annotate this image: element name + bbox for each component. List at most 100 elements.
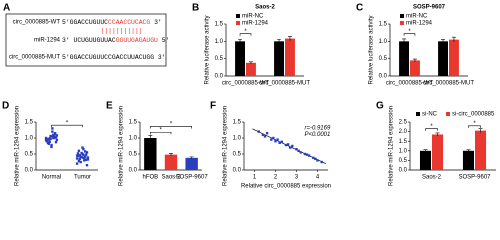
point <box>314 157 317 160</box>
point <box>48 140 51 144</box>
point <box>75 157 79 160</box>
y-tick-label: 0.0 <box>25 168 34 174</box>
significance-bracket <box>425 128 438 131</box>
y-axis-label: Relative miR-1294 expression <box>223 106 229 186</box>
x-tick-label: SOSP-9607 <box>176 175 209 181</box>
point <box>305 153 309 156</box>
error-bar <box>169 153 173 156</box>
point <box>79 160 82 164</box>
legend-swatch <box>446 112 450 116</box>
seq-end: 5' <box>162 37 170 44</box>
x-tick-label: SOSP-9607 <box>458 175 491 181</box>
chart-panel: E Relative miR-1294 expression 0.0 0.5 1.0 1.… <box>106 101 208 186</box>
y-axis-label: Relative luciferase activity <box>205 15 211 84</box>
annotation: P<0.0001 <box>304 132 330 138</box>
y-tick-label: 0.0 <box>215 74 224 80</box>
legend-label: si-NC <box>422 112 438 118</box>
y-tick-label: 0.5 <box>129 152 138 158</box>
legend-swatch <box>236 14 240 18</box>
legend-swatch <box>416 112 420 116</box>
error-bar <box>287 36 292 41</box>
error-bar <box>412 58 417 62</box>
point <box>55 138 59 142</box>
significance-label: * <box>159 127 162 133</box>
page: A circ_0000885-WT 5'GGACCUGUUCCCAACCUCAC… <box>2 2 496 190</box>
point <box>84 150 87 153</box>
chart-panel: C SOSP-9607 Relative luciferase activity 0.… <box>356 3 474 87</box>
annotation: r=-0.9169 <box>304 125 331 131</box>
point <box>51 130 54 133</box>
point <box>270 138 273 141</box>
point <box>307 154 311 157</box>
error-bar <box>189 156 194 159</box>
seq: 3' UCUGUUGUUAC <box>62 37 116 44</box>
significance-bracket <box>150 126 192 129</box>
bar <box>274 41 284 76</box>
legend-label: miR-1294 <box>242 21 269 27</box>
point <box>52 133 55 136</box>
y-tick-label: 1.5 <box>129 120 138 126</box>
point <box>289 146 292 149</box>
seed: CCAACCUCACG <box>108 19 150 26</box>
point <box>47 142 50 145</box>
legend-label: si-circ_0000885 <box>452 112 495 118</box>
figure: A circ_0000885-WT 5'GGACCUGUUCCCAACCUCAC… <box>2 3 496 190</box>
bar <box>285 38 295 76</box>
y-axis-label: Relative miR-1294 expression <box>15 106 21 186</box>
panel-letter: A <box>3 3 10 14</box>
panel-letter: C <box>356 3 363 14</box>
point <box>257 130 260 133</box>
point <box>76 152 80 155</box>
y-tick-label: 0.0 <box>233 168 242 174</box>
y-tick-label: 2.0 <box>399 129 408 135</box>
error-bar <box>435 132 440 137</box>
y-tick-label: 0.5 <box>233 152 242 158</box>
error-bar <box>423 149 428 152</box>
sequence-rows: circ_0000885-WT 5'GGACCUGUUCCCAACCUCACG … <box>9 19 169 61</box>
legend-swatch <box>400 14 404 18</box>
x-tick-label: circ_0000885-MUT <box>423 81 474 87</box>
point <box>75 162 79 165</box>
error-bar <box>277 38 282 44</box>
row-name: circ_0000885-WT <box>13 20 61 26</box>
sequence-box <box>5 13 167 67</box>
significance-label: * <box>408 29 411 35</box>
x-tick-label: 4 <box>316 175 320 181</box>
significance-bracket <box>239 33 252 36</box>
y-tick-label: 1.0 <box>379 39 388 45</box>
point <box>299 151 302 154</box>
y-tick-label: 1.5 <box>233 120 242 126</box>
row-name: miR-1294 <box>34 38 61 44</box>
point <box>286 143 290 146</box>
x-axis-label: Relative circ_0000885 expression <box>241 184 331 190</box>
point <box>84 158 88 161</box>
point <box>82 148 85 151</box>
x-tick-label: Tumor <box>74 175 91 181</box>
chart-panel: D Relative miR-1294 expression 0.0 0.5 1.0 1.… <box>2 101 98 186</box>
point <box>272 136 275 140</box>
point <box>278 141 281 144</box>
point <box>276 138 279 141</box>
x-tick-label: circ_0000885-WT <box>386 81 434 87</box>
panel-letter: G <box>376 101 384 112</box>
x-tick-label: hFOB <box>142 175 158 181</box>
significance-label: * <box>473 121 476 127</box>
x-tick-label: Saos-2 <box>161 175 181 181</box>
point <box>303 152 307 156</box>
bar <box>449 39 459 76</box>
significance-label: * <box>66 120 69 126</box>
y-tick-label: 1.5 <box>399 139 408 145</box>
point <box>312 156 315 160</box>
significance-label: * <box>430 124 433 130</box>
bar <box>462 150 474 170</box>
legend-label: miR-NC <box>242 14 264 20</box>
y-tick-label: 0.5 <box>215 56 224 62</box>
x-tick-label: circ_0000885-WT <box>222 81 270 87</box>
bar <box>419 150 431 170</box>
point <box>86 158 90 161</box>
y-tick-label: 0.5 <box>379 56 388 62</box>
point <box>46 138 50 141</box>
y-tick-label: 0.5 <box>25 152 34 158</box>
chart-title: SOSP-9607 <box>413 5 446 11</box>
x-tick-label: 3 <box>295 175 299 181</box>
